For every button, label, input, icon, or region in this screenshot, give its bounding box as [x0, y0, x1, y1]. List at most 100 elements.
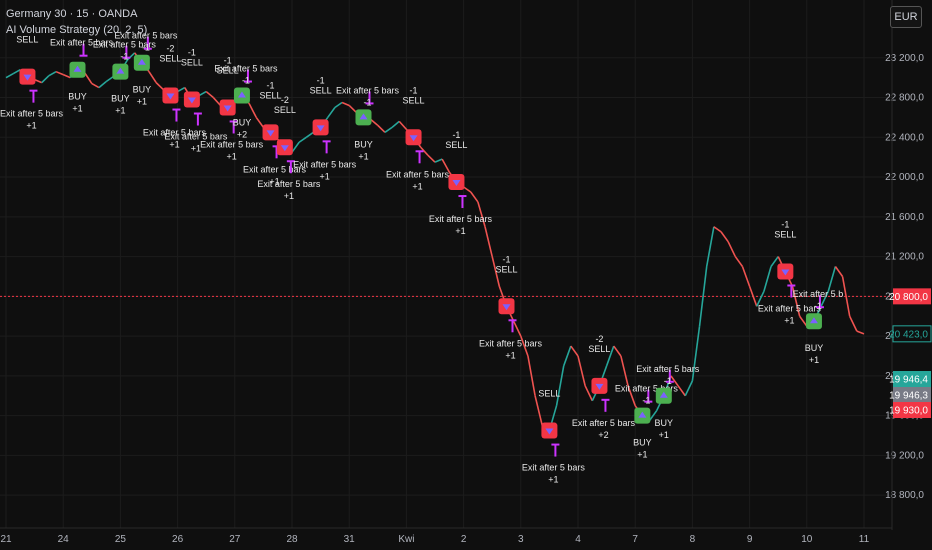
- signal-label: SELL: [445, 140, 467, 150]
- signal-value: +1: [358, 151, 368, 161]
- sell-signal[interactable]: SELL Exit after 5 bars +1: [522, 389, 586, 485]
- price-segment: [534, 395, 544, 426]
- price-segment: [91, 82, 100, 89]
- price-label-box: [892, 325, 932, 343]
- price-segment: [698, 266, 708, 327]
- price-label-box: [893, 402, 931, 418]
- exit-label: Exit after 5 bars: [0, 109, 63, 119]
- grid: [0, 0, 892, 528]
- exit-label: Exit after 5 bars: [386, 169, 450, 179]
- price-segment: [562, 345, 572, 367]
- y-tick-label: 22 800,0: [885, 93, 924, 104]
- price-labels: 20 800,0 20 423,0 19 946,4 19 946,3 19 930,0: [889, 288, 932, 418]
- exit-label: Exit after 5 bars: [522, 463, 586, 473]
- price-segment: [55, 70, 64, 76]
- exit-value: +1: [784, 316, 794, 326]
- price-segment: [377, 124, 386, 133]
- price-segment: [791, 286, 801, 317]
- y-tick-label: 21 600,0: [885, 212, 924, 223]
- price-label-text: 20 423,0: [889, 329, 928, 340]
- price-segment: [584, 385, 594, 402]
- exit-label: Exit after 5 bars: [214, 64, 278, 74]
- strategy-title[interactable]: AI Volume Strategy (20, 2, 5): [6, 24, 148, 36]
- price-segment: [720, 231, 729, 243]
- price-label-last: 20 423,0: [889, 325, 932, 343]
- currency-button[interactable]: EUR: [890, 6, 922, 28]
- exit-value: -1: [142, 43, 150, 53]
- x-tick-label: 28: [286, 534, 298, 545]
- price-label-box: [893, 371, 931, 387]
- price-segment: [463, 186, 472, 193]
- exit-value: -1: [120, 52, 128, 62]
- signal-value: +1: [115, 106, 125, 116]
- price-label-mid: 19 946,3: [889, 387, 931, 403]
- price-segment: [856, 330, 865, 335]
- price-segment: [305, 131, 314, 138]
- signal-label: SELL: [310, 85, 332, 95]
- buy-signal[interactable]: +2 BUY Exit after 5 bars -1: [214, 64, 278, 140]
- x-tick-label: 2: [461, 534, 467, 545]
- x-tick-label: 9: [747, 534, 753, 545]
- price-segment: [62, 73, 71, 79]
- price-label-box: [893, 288, 931, 305]
- price-segment: [105, 75, 114, 83]
- exit-label: Exit after 5 bars: [429, 214, 493, 224]
- price-segment: [391, 120, 400, 128]
- signal-label: BUY: [354, 139, 373, 149]
- price-segment: [470, 191, 479, 203]
- price-segment: [34, 78, 43, 84]
- x-tick-label: 10: [801, 534, 813, 545]
- sell-arrow-icon: [23, 74, 32, 81]
- price-segment: [648, 410, 658, 422]
- exit-label: Exit after 5 bars: [243, 164, 307, 174]
- signal-value: +1: [72, 104, 82, 114]
- y-tick-label: 19 200,0: [885, 450, 924, 461]
- price-segment: [434, 158, 443, 163]
- signal-label: SELL: [159, 54, 181, 64]
- buy-signal[interactable]: +1 BUY Exit after 5 b -1: [793, 289, 844, 365]
- signal-value: -2: [595, 334, 603, 344]
- sell-signal[interactable]: SELL Exit after 5 bars +1: [0, 35, 63, 131]
- exit-label: Exit after 5 bars: [200, 139, 264, 149]
- x-tick-label: 11: [859, 534, 870, 545]
- signal-value: +1: [637, 450, 647, 460]
- sell-arrow-icon: [187, 97, 196, 104]
- buy-arrow-icon: [237, 91, 246, 98]
- chart-legend: Germany 30 · 15 · OANDA AI Volume Strate…: [6, 6, 147, 38]
- price-segment: [605, 345, 615, 367]
- buy-signal[interactable]: +1 BUY Exit after 5 bars: [50, 38, 114, 114]
- symbol-title[interactable]: Germany 30 · 15 · OANDA: [6, 8, 138, 20]
- buy-arrow-icon: [73, 65, 82, 72]
- price-segment: [520, 335, 529, 357]
- signal-label: BUY: [233, 118, 252, 128]
- signal-value: -1: [267, 80, 275, 90]
- x-tick-label: 21: [0, 534, 12, 545]
- sell-arrow-icon: [316, 125, 325, 132]
- price-segment: [748, 286, 758, 307]
- price-segment: [848, 315, 858, 332]
- exit-label: Exit after 5 bars: [257, 179, 321, 189]
- price-segment: [555, 365, 565, 406]
- price-label-text: 19 946,4: [889, 375, 928, 386]
- x-tick-label: 27: [229, 534, 241, 545]
- exit-value: -1: [242, 76, 250, 86]
- price-segment: [255, 116, 265, 128]
- signal-value: +1: [809, 355, 819, 365]
